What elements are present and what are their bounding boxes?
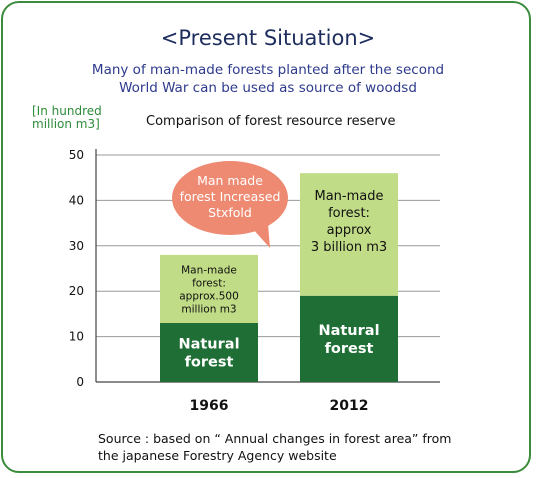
annotation-text: forest Increased xyxy=(180,189,281,204)
bar-natural-forest xyxy=(300,295,398,382)
y-axis-unit-label: [In hundred million m3] xyxy=(32,105,122,131)
y-axis-unit-line: million m3] xyxy=(32,117,100,131)
man-made-forest-label: Man-made xyxy=(181,264,237,276)
source-note: Source : based on “ Annual changes in fo… xyxy=(98,430,451,464)
annotation-bubble xyxy=(172,161,288,235)
man-made-forest-label: Man-made xyxy=(315,189,384,204)
y-axis-unit-line: [In hundred xyxy=(32,104,102,118)
natural-forest-label: Natural xyxy=(318,323,379,339)
annotation-text: Stxfold xyxy=(208,205,252,220)
natural-forest-label: forest xyxy=(185,354,234,370)
page-subtitle: Many of man-made forests planted after t… xyxy=(0,61,536,97)
y-tick-label: 0 xyxy=(76,375,84,389)
bar-natural-forest xyxy=(160,322,258,382)
y-tick-label: 30 xyxy=(69,239,84,253)
man-made-forest-label: approx.500 xyxy=(179,290,239,302)
chart-title: Comparison of forest resource reserve xyxy=(146,114,396,129)
man-made-forest-label: 3 billion m3 xyxy=(311,240,387,255)
source-line: the japanese Forestry Agency website xyxy=(98,448,337,463)
natural-forest-label: Natural xyxy=(178,336,239,352)
y-tick-label: 10 xyxy=(69,330,84,344)
man-made-forest-label: approx xyxy=(327,223,372,238)
man-made-forest-label: forest: xyxy=(192,277,226,289)
subtitle-line: World War can be used as source of woods… xyxy=(119,80,417,96)
x-tick-label: 2012 xyxy=(330,398,369,414)
natural-forest-label: forest xyxy=(325,341,374,357)
y-tick-label: 50 xyxy=(69,148,84,162)
source-line: Source : based on “ Annual changes in fo… xyxy=(98,431,452,446)
man-made-forest-label: million m3 xyxy=(181,303,236,315)
y-tick-label: 20 xyxy=(69,284,84,298)
bar-man-made-forest xyxy=(300,173,398,296)
y-tick-label: 40 xyxy=(69,193,84,207)
man-made-forest-label: forest: xyxy=(328,206,370,221)
bar-man-made-forest xyxy=(160,254,258,323)
page-title: <Present Situation> xyxy=(160,26,376,50)
x-tick-label: 1966 xyxy=(190,398,229,414)
annotation-text: Man made xyxy=(197,173,263,188)
subtitle-line: Many of man-made forests planted after t… xyxy=(91,62,445,78)
